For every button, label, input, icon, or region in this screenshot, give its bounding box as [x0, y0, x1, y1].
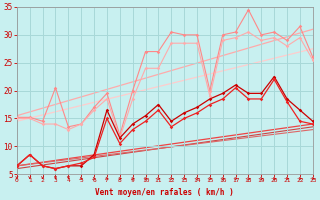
X-axis label: Vent moyen/en rafales ( km/h ): Vent moyen/en rafales ( km/h ): [95, 188, 234, 197]
